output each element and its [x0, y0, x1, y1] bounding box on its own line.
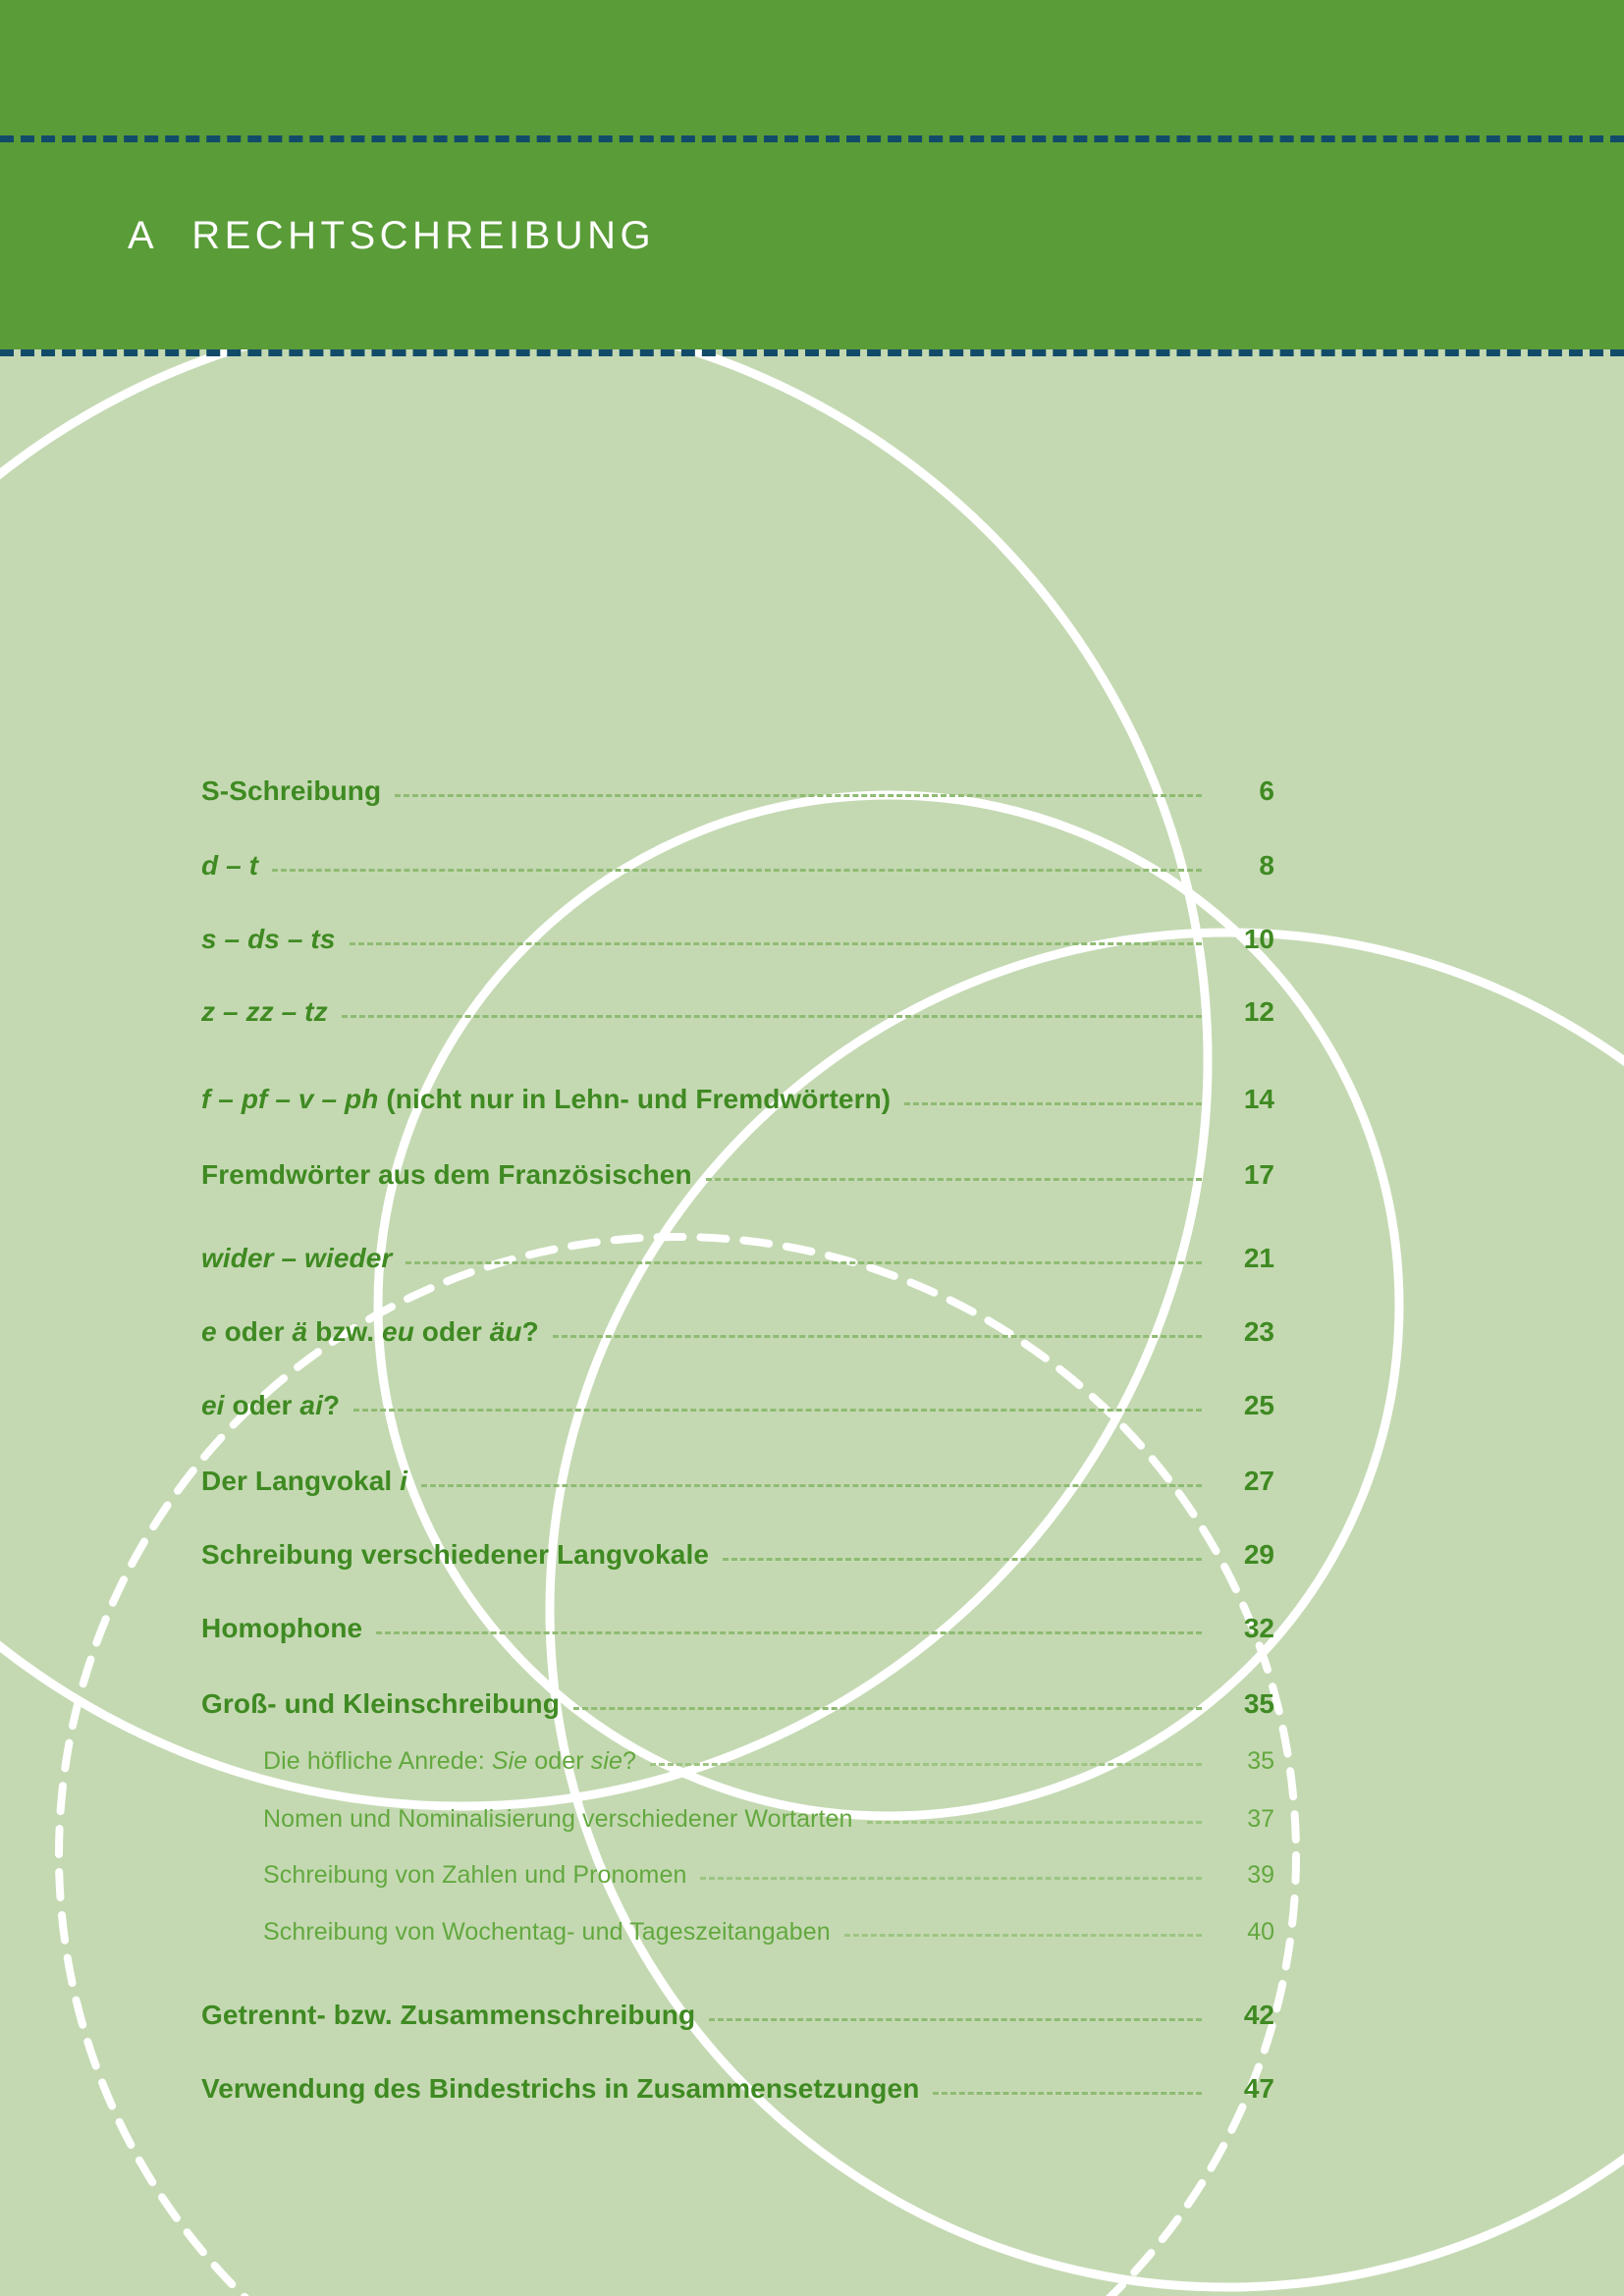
toc-page-number: 21: [1243, 1243, 1274, 1273]
toc-page-number: 27: [1243, 1466, 1274, 1496]
toc-page-number: 8: [1259, 850, 1274, 881]
toc-entry[interactable]: Homophone 32: [201, 1613, 1274, 1644]
toc-entry-title: e oder ä bzw. eu oder äu?: [201, 1316, 539, 1347]
toc-entry-title: f – pf – v – ph (nicht nur in Lehn- und …: [201, 1084, 892, 1114]
toc-entry[interactable]: Der Langvokal i 27: [201, 1466, 1274, 1497]
toc-page-number: 12: [1243, 996, 1274, 1027]
toc-entry-title: Schreibung verschiedener Langvokale: [201, 1539, 710, 1570]
toc-entry-title: s – ds – ts: [201, 924, 336, 954]
toc-entry[interactable]: e oder ä bzw. eu oder äu? 23: [201, 1316, 1274, 1348]
toc-entry[interactable]: Fremdwörter aus dem Französischen 17: [201, 1159, 1274, 1191]
toc-entry[interactable]: Schreibung verschiedener Langvokale 29: [201, 1539, 1274, 1571]
toc-leader-dots: [650, 1763, 1202, 1766]
toc-page-number: 40: [1247, 1918, 1274, 1946]
toc-entry[interactable]: wider – wieder 21: [201, 1243, 1274, 1274]
chapter-letter: A: [128, 214, 159, 257]
toc-entry[interactable]: d – t 8: [201, 850, 1274, 881]
toc-subentry[interactable]: Schreibung von Wochentag- und Tageszeita…: [263, 1918, 1274, 1947]
toc-entry-title: Fremdwörter aus dem Französischen: [201, 1159, 692, 1190]
toc-page-number: 14: [1243, 1084, 1274, 1114]
toc-entry-title: Groß- und Kleinschreibung: [201, 1688, 560, 1719]
toc-leader-dots: [349, 942, 1203, 945]
toc-leader-dots: [376, 1631, 1202, 1634]
toc-leader-dots: [421, 1484, 1202, 1487]
toc-leader-dots: [700, 1877, 1202, 1880]
chapter-title-text: RECHTSCHREIBUNG: [191, 214, 656, 257]
toc-leader-dots: [705, 1178, 1203, 1181]
toc-leader-dots: [933, 2092, 1202, 2095]
toc-entry-title: Schreibung von Zahlen und Pronomen: [263, 1861, 687, 1889]
toc-entry-title: Verwendung des Bindestrichs in Zusammens…: [201, 2073, 920, 2104]
toc-page-number: 42: [1243, 2000, 1274, 2030]
toc-page-number: 17: [1243, 1159, 1274, 1190]
toc-entry[interactable]: s – ds – ts 10: [201, 924, 1274, 955]
toc-leader-dots: [395, 794, 1202, 797]
toc-leader-dots: [572, 1707, 1203, 1710]
toc-leader-dots: [341, 1015, 1203, 1018]
toc-entry-title: Nomen und Nominalisierung verschiedener …: [263, 1805, 853, 1833]
decor-circle-large-left: [0, 309, 1213, 1811]
toc-leader-dots: [353, 1409, 1202, 1412]
toc-page-number: 37: [1247, 1805, 1274, 1833]
toc-subentry[interactable]: Nomen und Nominalisierung verschiedener …: [263, 1805, 1274, 1834]
header-dashed-rule-top: [0, 135, 1624, 142]
toc-entry-title: wider – wieder: [201, 1243, 393, 1273]
toc-entry-title: Der Langvokal i: [201, 1466, 408, 1496]
toc-page-number: 6: [1259, 775, 1274, 806]
toc-page-number: 32: [1243, 1613, 1274, 1643]
toc-entry[interactable]: S-Schreibung 6: [201, 775, 1274, 807]
toc-entry[interactable]: ei oder ai? 25: [201, 1390, 1274, 1421]
toc-leader-dots: [406, 1261, 1202, 1264]
toc-entry-title: Getrennt- bzw. Zusammenschreibung: [201, 2000, 696, 2030]
toc-entry-title: d – t: [201, 850, 259, 881]
toc-leader-dots: [272, 869, 1202, 872]
header-band: [0, 0, 1624, 349]
toc-entry-title: z – zz – tz: [201, 996, 328, 1027]
toc-page-number: 39: [1247, 1861, 1274, 1889]
toc-page-number: 35: [1247, 1747, 1274, 1775]
toc-page-number: 25: [1243, 1390, 1274, 1420]
toc-leader-dots: [723, 1558, 1202, 1561]
toc-subentry[interactable]: Die höfliche Anrede: Sie oder sie? 35: [263, 1747, 1274, 1776]
page-title: A RECHTSCHREIBUNG: [128, 214, 655, 258]
toc-page-number: 10: [1243, 924, 1274, 954]
toc-entry[interactable]: f – pf – v – ph (nicht nur in Lehn- und …: [201, 1084, 1274, 1115]
toc-leader-dots: [904, 1102, 1202, 1105]
toc-page-number: 29: [1243, 1539, 1274, 1570]
toc-subentry[interactable]: Schreibung von Zahlen und Pronomen 39: [263, 1861, 1274, 1890]
toc-page-number: 35: [1243, 1688, 1274, 1719]
toc-page-number: 47: [1243, 2073, 1274, 2104]
toc-entry[interactable]: Groß- und Kleinschreibung 35: [201, 1688, 1274, 1720]
toc-entry[interactable]: Verwendung des Bindestrichs in Zusammens…: [201, 2073, 1274, 2105]
toc-entry-title: Homophone: [201, 1613, 363, 1643]
toc-leader-dots: [843, 1934, 1203, 1937]
toc-leader-dots: [552, 1335, 1203, 1338]
toc-entry[interactable]: Getrennt- bzw. Zusammenschreibung 42: [201, 2000, 1274, 2031]
toc-entry-title: Schreibung von Wochentag- und Tageszeita…: [263, 1918, 831, 1946]
toc-leader-dots: [709, 2018, 1202, 2021]
toc-page-number: 23: [1243, 1316, 1274, 1347]
toc-entry[interactable]: z – zz – tz 12: [201, 996, 1274, 1028]
toc-entry-title: ei oder ai?: [201, 1390, 341, 1420]
toc-entry-title: Die höfliche Anrede: Sie oder sie?: [263, 1747, 637, 1775]
toc-leader-dots: [866, 1821, 1203, 1824]
header-dashed-rule-bottom: [0, 349, 1624, 356]
toc-entry-title: S-Schreibung: [201, 775, 382, 806]
